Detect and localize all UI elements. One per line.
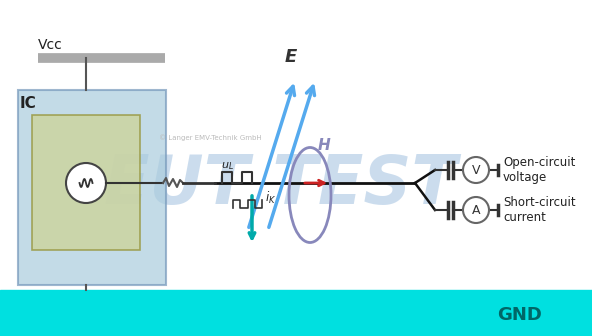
Text: $u_L$: $u_L$ bbox=[221, 160, 234, 172]
Text: Vcc: Vcc bbox=[38, 38, 63, 52]
Bar bbox=[0, 290, 592, 336]
Text: GND: GND bbox=[497, 306, 542, 324]
Text: $i_K$: $i_K$ bbox=[265, 190, 276, 206]
Text: Short-circuit
current: Short-circuit current bbox=[503, 196, 575, 224]
Text: H: H bbox=[318, 138, 331, 153]
Text: IC: IC bbox=[20, 95, 37, 111]
Circle shape bbox=[66, 163, 106, 203]
Bar bbox=[32, 115, 140, 250]
Circle shape bbox=[463, 197, 489, 223]
Bar bbox=[18, 90, 166, 285]
Text: A: A bbox=[472, 204, 480, 216]
Text: © Langer EMV-Technik GmbH: © Langer EMV-Technik GmbH bbox=[159, 135, 261, 141]
Text: Open-circuit
voltage: Open-circuit voltage bbox=[503, 156, 575, 184]
Circle shape bbox=[463, 157, 489, 183]
Text: V: V bbox=[472, 164, 480, 176]
Text: EUT TEST: EUT TEST bbox=[104, 152, 456, 218]
Text: E: E bbox=[285, 48, 297, 66]
